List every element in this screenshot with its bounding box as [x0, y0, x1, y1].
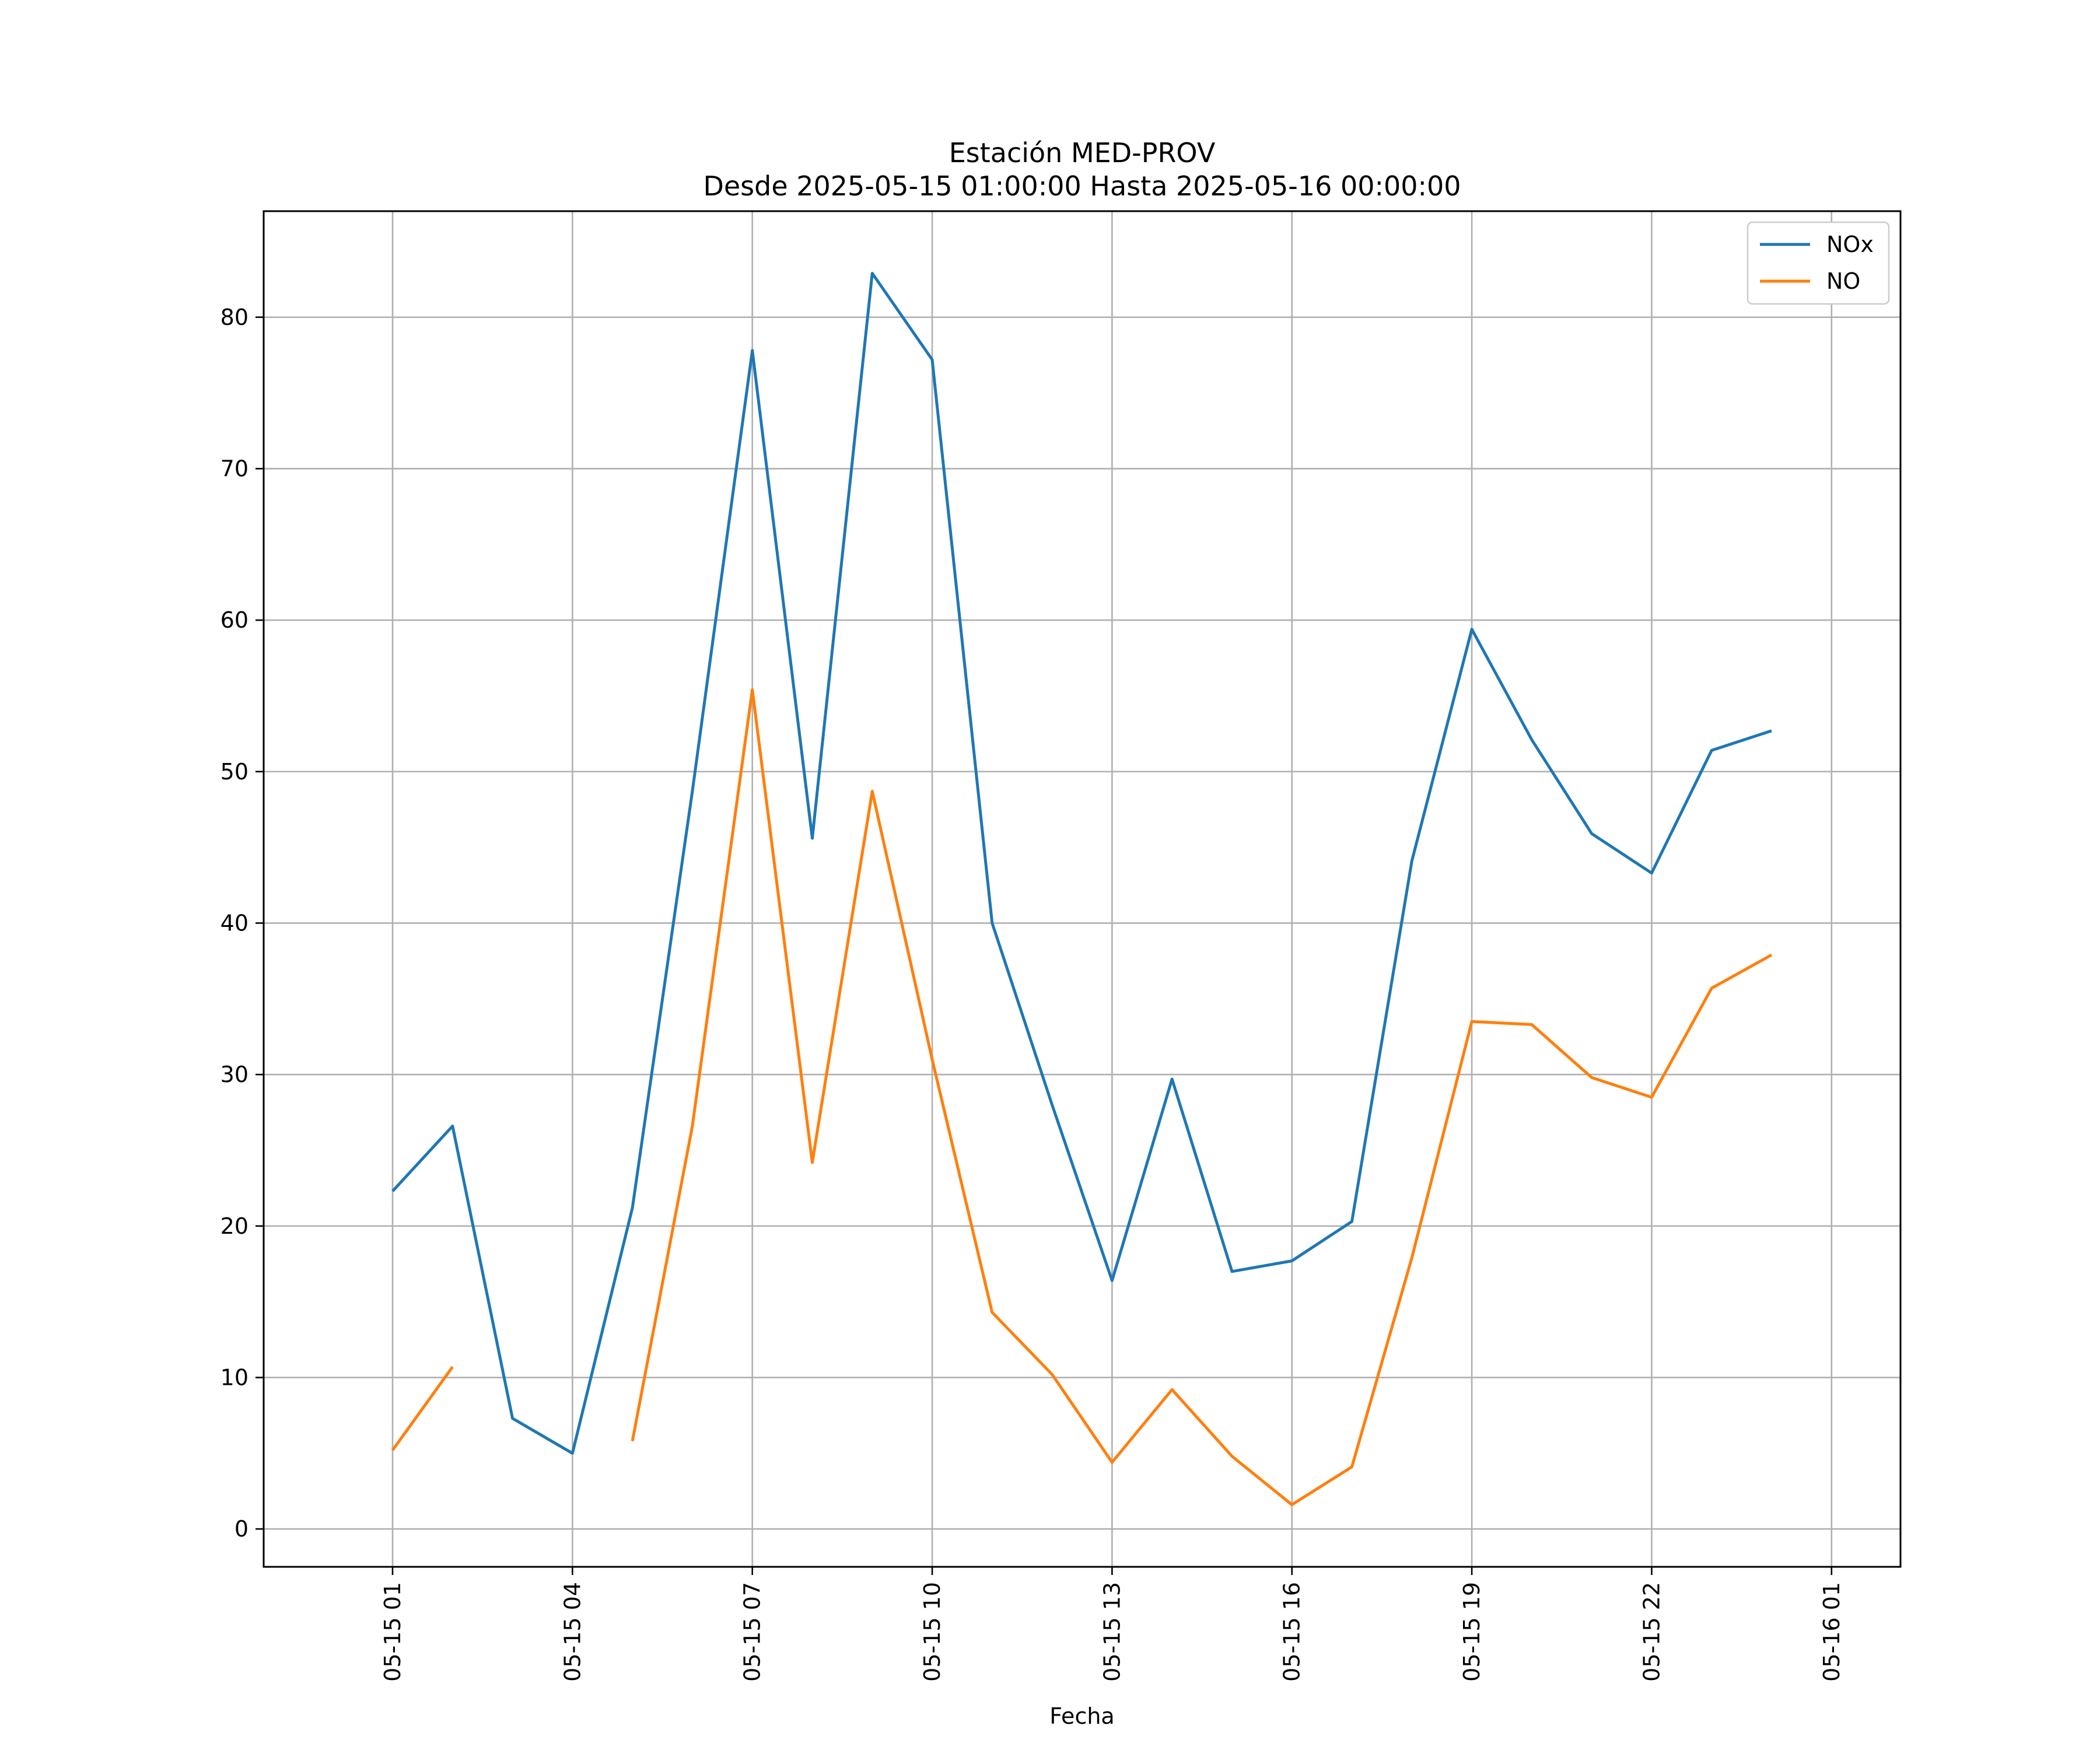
- legend: NOx NO: [1746, 221, 1890, 305]
- x-tick-label-2: 05-15 07: [740, 1582, 765, 1682]
- grid: [264, 211, 1901, 1567]
- y-tick-label-5: 50: [220, 759, 249, 785]
- x-tick-label-7: 05-15 22: [1639, 1582, 1664, 1682]
- y-tick-label-6: 60: [220, 607, 249, 633]
- y-tick-label-8: 80: [220, 304, 249, 330]
- x-tick-label-6: 05-15 19: [1459, 1582, 1485, 1682]
- x-tick-label-4: 05-15 13: [1099, 1582, 1125, 1682]
- legend-label-no: NO: [1826, 268, 1860, 294]
- chart-title: Estación MED-PROV: [949, 137, 1216, 169]
- chart-subtitle: Desde 2025-05-15 01:00:00 Hasta 2025-05-…: [703, 170, 1461, 202]
- y-tick-label-0: 0: [235, 1516, 249, 1542]
- axis-ticks: 0 10 20 30 40 50 60 70 80 05-15 01 05-15 04 05-15 0…: [220, 304, 1845, 1682]
- y-tick-label-1: 10: [220, 1364, 249, 1390]
- y-tick-label-7: 70: [220, 456, 249, 481]
- x-tick-label-3: 05-15 10: [919, 1582, 945, 1682]
- y-tick-label-3: 30: [220, 1062, 249, 1087]
- plot-frame: [262, 210, 1902, 1568]
- x-tick-label-0: 05-15 01: [380, 1582, 405, 1682]
- x-tick-label-5: 05-15 16: [1279, 1582, 1305, 1682]
- series-layer: [391, 272, 1773, 1506]
- series-no-line-0: [391, 1366, 454, 1451]
- series-no-line-1: [631, 688, 1773, 1506]
- x-tick-label-1: 05-15 04: [559, 1582, 585, 1682]
- y-tick-label-2: 20: [220, 1213, 249, 1239]
- x-tick-label-8: 05-16 01: [1819, 1582, 1845, 1682]
- x-axis-label: Fecha: [1049, 1703, 1114, 1729]
- y-tick-label-4: 40: [220, 910, 249, 936]
- legend-box: [1746, 221, 1890, 305]
- series-nox-line-0: [391, 272, 1772, 1455]
- legend-label-nox: NOx: [1826, 232, 1874, 257]
